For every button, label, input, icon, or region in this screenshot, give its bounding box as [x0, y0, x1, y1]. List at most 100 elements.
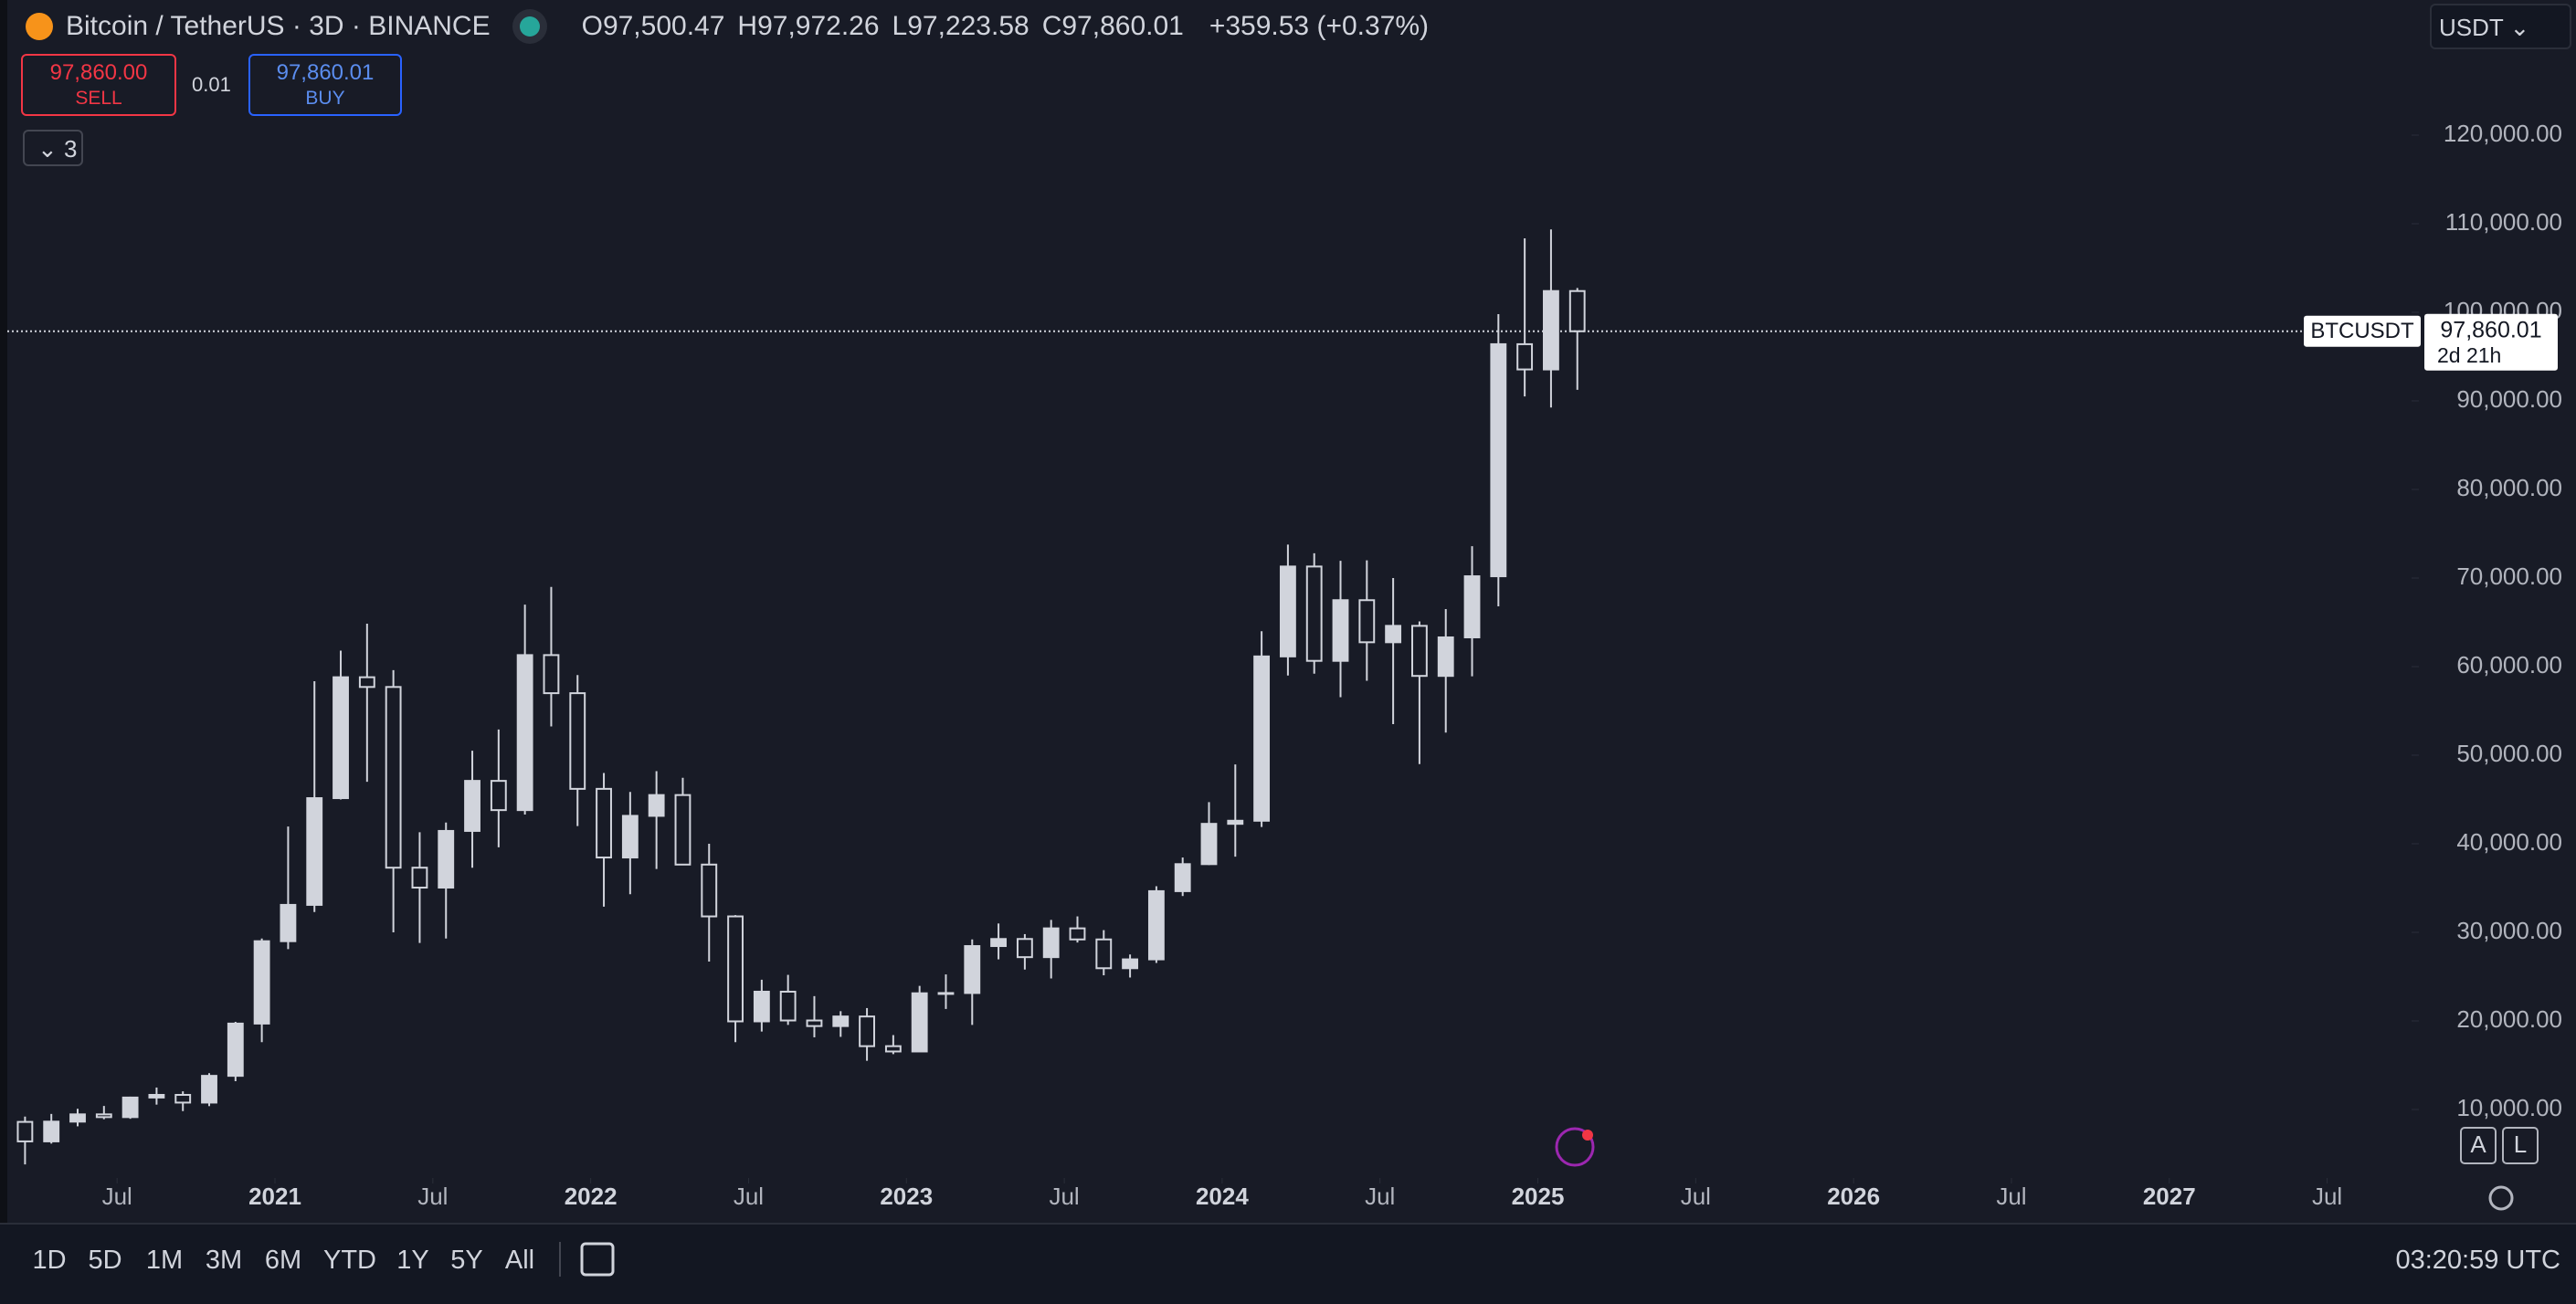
x-tick-label: 2024	[1196, 1183, 1249, 1210]
range-button[interactable]: YTD	[323, 1246, 376, 1275]
currency: USDT	[2439, 14, 2504, 41]
market-status	[519, 16, 540, 37]
range-button[interactable]: 6M	[264, 1246, 302, 1275]
y-tick-label: 70,000.00	[2456, 563, 2562, 590]
x-tick-label: 2021	[248, 1183, 301, 1210]
range-button[interactable]: 3M	[205, 1246, 243, 1275]
candle-body	[884, 1045, 902, 1053]
candle-body	[727, 915, 744, 1023]
sell-button[interactable]: 97,860.00 SELL	[21, 54, 176, 116]
candle-body	[674, 794, 692, 866]
y-tick-label: 80,000.00	[2456, 474, 2562, 501]
candle-body	[779, 990, 797, 1022]
range-button[interactable]: All	[504, 1246, 535, 1275]
ohlc-value: 97,860.01	[1061, 11, 1184, 41]
toolbar-bg	[0, 1224, 2576, 1304]
price-tag-bg	[2424, 313, 2558, 371]
range-button[interactable]: 1D	[32, 1246, 67, 1275]
y-tick-label: 90,000.00	[2456, 385, 2562, 413]
candle-body	[1543, 289, 1559, 371]
candle-body	[227, 1022, 244, 1078]
left-border	[0, 0, 7, 1304]
alert-badge	[1582, 1130, 1593, 1141]
candle-body	[701, 863, 718, 918]
price-change: +359.53 (+0.37%)	[1209, 11, 1430, 41]
candle-body	[1516, 342, 1534, 371]
alert-icon[interactable]	[1555, 1127, 1595, 1167]
range-button[interactable]: 1Y	[396, 1246, 429, 1275]
candle-body	[1332, 599, 1349, 662]
candle-body	[95, 1113, 112, 1119]
candle-body	[1147, 889, 1165, 961]
candle-body	[1463, 575, 1481, 638]
y-tick-label: 40,000.00	[2456, 828, 2562, 856]
candle-body	[596, 787, 612, 859]
y-tick-label: 30,000.00	[2456, 917, 2562, 944]
currency-select[interactable]: USDT ⌄	[2430, 4, 2571, 49]
auto-scale-button[interactable]	[2460, 1127, 2497, 1164]
ohlc-value: 97,223.58	[907, 11, 1029, 41]
ohlc-key: L	[892, 11, 908, 41]
candle-body	[1490, 342, 1507, 578]
range-button[interactable]: 5Y	[450, 1246, 483, 1275]
y-tick-label: 110,000.00	[2445, 208, 2562, 236]
candle-body	[490, 780, 507, 812]
indicator-count: 3	[64, 135, 78, 163]
candle-body	[121, 1096, 139, 1119]
candle-body	[148, 1093, 165, 1099]
candle-body	[1385, 625, 1402, 644]
candle-body	[806, 1019, 823, 1027]
scale-button-label: A	[2470, 1130, 2486, 1158]
candle-body	[201, 1075, 217, 1104]
x-tick-label: Jul	[734, 1183, 764, 1210]
log-scale-button[interactable]	[2502, 1127, 2539, 1164]
candle-body	[937, 992, 955, 995]
x-tick-label: Jul	[2312, 1183, 2342, 1210]
y-tick-label: 10,000.00	[2456, 1094, 2562, 1121]
ohlc-key: H	[737, 11, 758, 41]
ohlc-key: O	[581, 11, 603, 41]
settings-icon[interactable]	[2488, 1185, 2514, 1211]
x-tick-label: Jul	[417, 1183, 448, 1210]
buy-button[interactable]: 97,860.01 BUY	[248, 54, 402, 116]
symbol-tag-bg	[2304, 315, 2421, 347]
coin-icon	[26, 13, 53, 40]
candle-body	[280, 903, 297, 942]
buy-price: 97,860.01	[276, 60, 375, 85]
candle-body	[385, 686, 402, 869]
candle-body	[990, 938, 1008, 948]
x-tick-label: 2023	[880, 1183, 933, 1210]
candle-body	[333, 676, 349, 800]
symbol-title[interactable]: Bitcoin / TetherUS · 3D · BINANCE	[66, 11, 491, 41]
x-tick-label: 2027	[2143, 1183, 2196, 1210]
ohlc-value: 97,500.47	[602, 11, 725, 41]
candle-body	[621, 815, 639, 859]
x-tick-label: 2026	[1827, 1183, 1880, 1210]
countdown: 2d 21h	[2437, 343, 2501, 367]
scale-button-label: L	[2514, 1130, 2527, 1158]
date-range-icon[interactable]	[580, 1242, 615, 1277]
candle-body	[964, 945, 981, 994]
candle-body	[1253, 655, 1271, 822]
indicators-toggle[interactable]: ⌄ 3	[23, 130, 83, 166]
candle-body	[69, 1113, 86, 1123]
sell-price: 97,860.00	[49, 60, 148, 85]
candle-body	[1200, 823, 1218, 866]
x-tick-label: 2022	[565, 1183, 618, 1210]
range-button[interactable]: 5D	[88, 1246, 122, 1275]
y-tick-label: 50,000.00	[2456, 740, 2562, 767]
range-button[interactable]: 1M	[145, 1246, 184, 1275]
ohlc-value: 97,972.26	[757, 11, 880, 41]
spread: 0.01	[192, 73, 231, 96]
candle-body	[1305, 565, 1323, 662]
candle-body	[543, 654, 560, 695]
candle-body	[1069, 927, 1086, 941]
clock: 03:20:59 UTC	[2395, 1246, 2560, 1275]
y-tick-label: 120,000.00	[2444, 120, 2562, 147]
x-tick-label: Jul	[1365, 1183, 1395, 1210]
candle-body	[1410, 625, 1428, 678]
candle-body	[411, 867, 428, 889]
candle-body	[43, 1120, 60, 1142]
candle-body	[859, 1015, 875, 1047]
